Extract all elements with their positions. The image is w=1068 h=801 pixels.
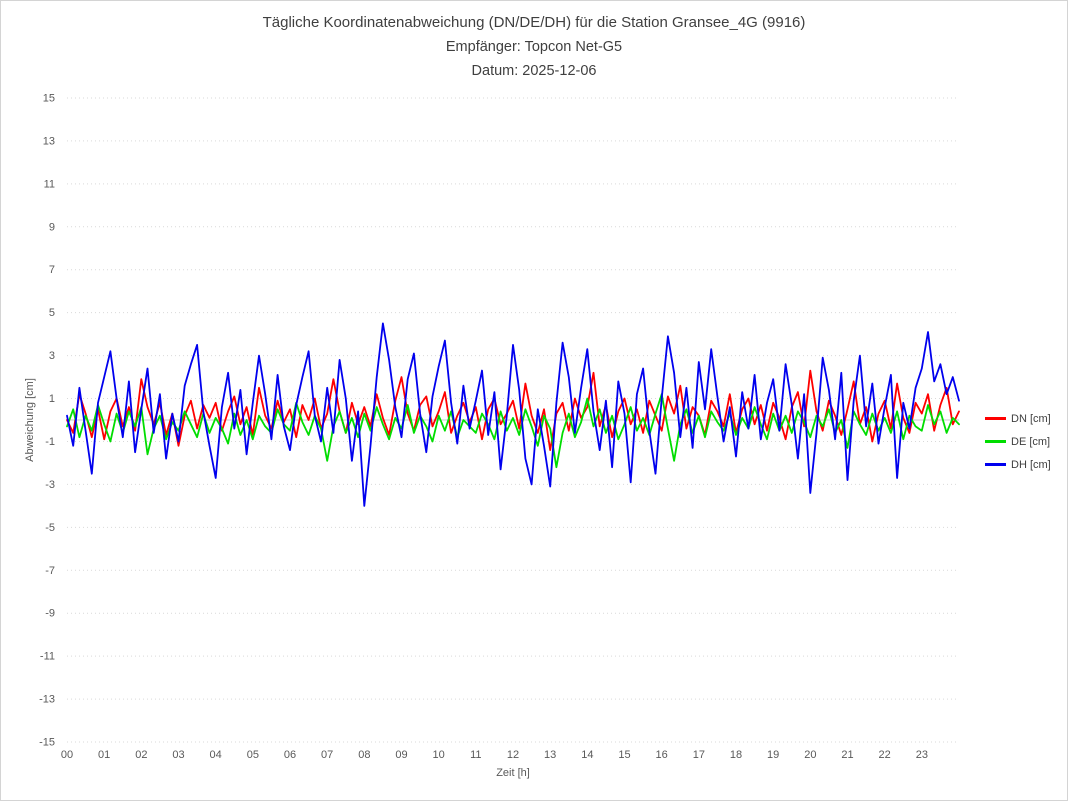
x-tick-label: 08 xyxy=(358,749,370,761)
y-tick-label: -13 xyxy=(39,694,55,706)
series-line-de xyxy=(66,393,960,469)
chart-subtitle-receiver: Empfänger: Topcon Net-G5 xyxy=(445,39,623,55)
y-tick-label: 13 xyxy=(43,135,55,147)
y-tick-label: -7 xyxy=(45,565,55,577)
x-tick-label: 06 xyxy=(284,749,296,761)
x-tick-label: 16 xyxy=(656,749,668,761)
x-tick-label: 23 xyxy=(916,749,928,761)
legend-item-dn: DN [cm] xyxy=(985,407,1051,430)
series-line-dn xyxy=(66,369,960,452)
y-tick-label: -9 xyxy=(45,608,55,620)
x-axis-title: Zeit [h] xyxy=(496,767,530,779)
x-tick-label: 21 xyxy=(841,749,853,761)
x-tick-label: 22 xyxy=(879,749,891,761)
legend-item-de: DE [cm] xyxy=(985,430,1051,453)
y-tick-label: 7 xyxy=(49,264,55,276)
x-tick-label: 13 xyxy=(544,749,556,761)
de-line-swatch xyxy=(985,440,1006,443)
x-tick-label: 01 xyxy=(98,749,110,761)
chart-header: Tägliche Koordinatenabweichung (DN/DE/DH… xyxy=(1,11,1067,83)
x-tick-label: 02 xyxy=(135,749,147,761)
x-tick-label: 12 xyxy=(507,749,519,761)
x-tick-label: 09 xyxy=(395,749,407,761)
x-tick-label: 11 xyxy=(470,749,481,761)
x-tick-label: 04 xyxy=(210,749,222,761)
chart-title: Tägliche Koordinatenabweichung (DN/DE/DH… xyxy=(262,14,806,31)
x-tick-label: 10 xyxy=(433,749,445,761)
x-tick-label: 05 xyxy=(247,749,259,761)
series-line-dh xyxy=(66,322,960,507)
y-tick-label: 3 xyxy=(49,350,55,362)
y-tick-label: 11 xyxy=(44,178,55,190)
y-tick-label: -11 xyxy=(40,651,55,663)
y-tick-label: -5 xyxy=(45,522,55,534)
y-axis-title: Abweichung [cm] xyxy=(24,378,36,462)
legend-label-dh: DH [cm] xyxy=(1011,458,1051,471)
y-tick-label: 1 xyxy=(49,393,55,405)
chart-subtitle-date: Datum: 2025-12-06 xyxy=(471,63,597,79)
legend: DN [cm] DE [cm] DH [cm] xyxy=(985,407,1051,476)
x-tick-label: 20 xyxy=(804,749,816,761)
y-tick-label: -1 xyxy=(45,436,55,448)
y-tick-label: 5 xyxy=(49,307,55,319)
x-tick-label: 15 xyxy=(618,749,630,761)
x-tick-label: 14 xyxy=(581,749,593,761)
y-tick-label: -3 xyxy=(45,479,55,491)
x-tick-label: 00 xyxy=(61,749,73,761)
x-tick-label: 19 xyxy=(767,749,779,761)
y-tick-label: 9 xyxy=(49,221,55,233)
legend-label-de: DE [cm] xyxy=(1011,435,1051,448)
dn-line-swatch xyxy=(985,417,1006,420)
x-tick-label: 03 xyxy=(172,749,184,761)
x-tick-label: 17 xyxy=(693,749,705,761)
x-tick-label: 18 xyxy=(730,749,742,761)
dh-line-swatch xyxy=(985,463,1006,466)
y-tick-label: 15 xyxy=(43,93,55,105)
legend-item-dh: DH [cm] xyxy=(985,453,1051,476)
x-tick-label: 07 xyxy=(321,749,333,761)
y-tick-label: -15 xyxy=(39,737,55,749)
legend-label-dn: DN [cm] xyxy=(1011,412,1051,425)
